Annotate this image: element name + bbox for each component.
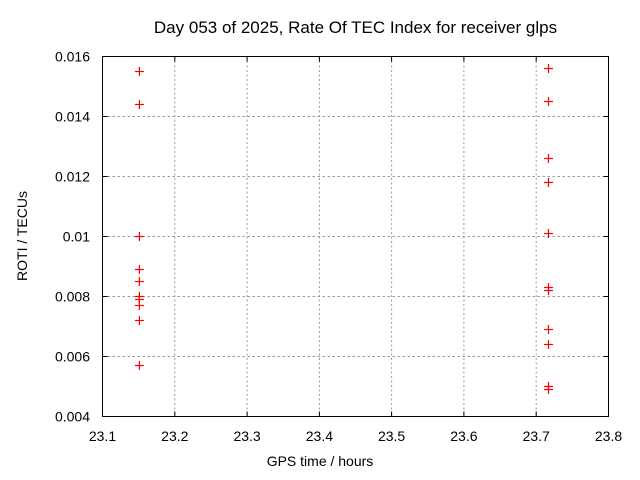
x-tick-label: 23.3	[233, 428, 261, 444]
y-tick-label: 0.012	[54, 168, 90, 184]
data-point	[134, 361, 144, 370]
data-point	[544, 97, 553, 106]
data-point	[134, 67, 144, 76]
series-roti	[134, 64, 553, 394]
x-axis-label: GPS time / hours	[266, 453, 374, 469]
x-tick-label: 23.5	[377, 428, 406, 444]
data-point	[134, 277, 144, 286]
data-point	[544, 385, 553, 394]
y-axis-label: ROTI / TECUs	[14, 191, 30, 281]
y-tick-label: 0.016	[54, 48, 90, 64]
x-tick-label: 23.8	[594, 428, 623, 444]
chart-title: Day 053 of 2025, Rate Of TEC Index for r…	[153, 18, 558, 37]
data-point	[134, 232, 144, 241]
data-point	[134, 265, 144, 274]
tick-marks	[102, 56, 609, 417]
data-point	[544, 178, 553, 187]
y-tick-label: 0.006	[54, 348, 90, 364]
x-tick-label: 23.4	[305, 428, 334, 444]
data-point	[544, 64, 553, 73]
y-tick-label: 0.004	[54, 408, 90, 424]
x-tick-label: 23.2	[161, 428, 189, 444]
x-tick-label: 23.7	[522, 428, 550, 444]
data-point	[134, 100, 144, 109]
y-tick-label: 0.01	[62, 228, 90, 244]
data-point	[544, 325, 553, 334]
data-point	[544, 229, 553, 238]
y-tick-label: 0.014	[54, 108, 90, 124]
x-tick-label: 23.1	[88, 428, 117, 444]
data-point	[134, 301, 144, 310]
grid-lines	[102, 56, 609, 417]
data-point	[544, 286, 553, 295]
data-point	[544, 340, 553, 349]
data-point	[544, 154, 553, 163]
y-tick-label: 0.008	[54, 288, 90, 304]
data-point	[134, 316, 144, 325]
x-tick-label: 23.6	[450, 428, 478, 444]
